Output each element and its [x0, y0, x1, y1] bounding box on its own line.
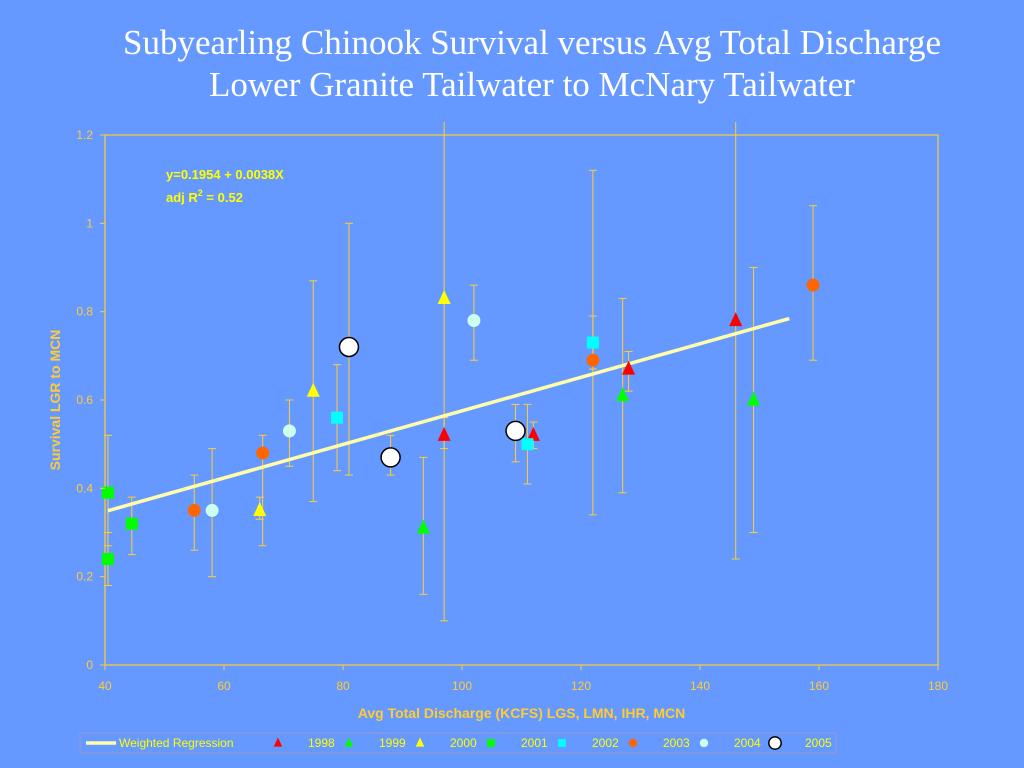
data-point-1999 — [747, 391, 761, 406]
data-point-2004 — [205, 503, 219, 517]
data-point-1998 — [526, 426, 540, 441]
legend-label: 2003 — [663, 736, 690, 750]
x-tick-label: 100 — [452, 679, 472, 693]
data-point-2003 — [586, 353, 600, 367]
data-point-2004 — [467, 314, 481, 327]
y-tick-label: 0.2 — [76, 570, 93, 584]
legend-marker-2004 — [699, 738, 709, 748]
data-point-2003 — [187, 503, 201, 517]
legend-label: 2005 — [805, 736, 832, 750]
regression-line — [107, 316, 790, 513]
data-point-2000 — [437, 290, 451, 305]
data-point-2000 — [306, 382, 320, 397]
legend-marker-2005 — [768, 736, 782, 750]
legend-marker-2001 — [487, 739, 495, 747]
legend-label: 2000 — [450, 736, 477, 750]
y-axis-label: Survival LGR to MCN — [47, 330, 63, 471]
data-point-2001 — [125, 517, 138, 530]
data-point-1998 — [729, 312, 743, 327]
data-point-2001 — [101, 486, 114, 499]
data-point-2000 — [253, 502, 267, 517]
y-tick-label: 0.4 — [76, 481, 93, 495]
legend-marker-2000 — [415, 737, 425, 747]
y-tick-label: 1 — [86, 216, 93, 230]
legend-label: 2004 — [734, 736, 761, 750]
legend-label: Weighted Regression — [119, 736, 234, 750]
legend-marker-1998 — [273, 737, 283, 747]
data-point-2005 — [505, 420, 526, 442]
legend-marker-2002 — [558, 739, 566, 747]
x-tick-label: 80 — [336, 679, 350, 693]
data-point-1999 — [416, 519, 430, 534]
legend-label: 1998 — [308, 736, 335, 750]
data-point-2001 — [101, 553, 114, 565]
y-tick-label: 0 — [86, 658, 93, 672]
data-point-1998 — [622, 360, 636, 375]
data-point-2003 — [256, 446, 270, 460]
y-tick-label: 1.2 — [76, 128, 93, 142]
regression-equation: y=0.1954 + 0.0038X — [166, 167, 284, 182]
legend-label: 1999 — [379, 736, 406, 750]
chart-title: Subyearling Chinook Survival versus Avg … — [50, 22, 1014, 106]
y-tick-label: 0.6 — [76, 393, 93, 407]
legend-label: 2001 — [521, 736, 548, 750]
data-point-1999 — [616, 387, 630, 402]
legend-label: 2002 — [592, 736, 619, 750]
x-tick-label: 60 — [217, 679, 231, 693]
data-point-2005 — [380, 447, 401, 468]
chart-title-line1: Subyearling Chinook Survival versus Avg … — [122, 23, 942, 62]
adj-r2-label: adj R2 = 0.52 — [166, 188, 243, 205]
legend-box — [79, 732, 837, 754]
x-tick-label: 180 — [928, 679, 948, 693]
legend-marker-2003 — [628, 738, 638, 748]
x-tick-label: 160 — [809, 679, 829, 693]
chart-title-line2: Lower Granite Tailwater to McNary Tailwa… — [209, 65, 855, 104]
data-point-2004 — [282, 424, 296, 438]
data-point-1998 — [437, 426, 451, 441]
legend-marker-1999 — [344, 737, 354, 747]
x-tick-label: 120 — [571, 679, 591, 693]
data-point-2005 — [338, 336, 360, 358]
x-tick-label: 40 — [98, 679, 112, 693]
y-tick-label: 0.8 — [76, 305, 93, 319]
data-point-2002 — [586, 336, 599, 349]
x-axis-label: Avg Total Discharge (KCFS) LGS, LMN, IHR… — [358, 705, 685, 721]
data-point-2002 — [521, 438, 534, 451]
x-tick-label: 140 — [690, 679, 710, 693]
data-point-2003 — [806, 278, 820, 292]
data-point-2002 — [331, 411, 344, 424]
